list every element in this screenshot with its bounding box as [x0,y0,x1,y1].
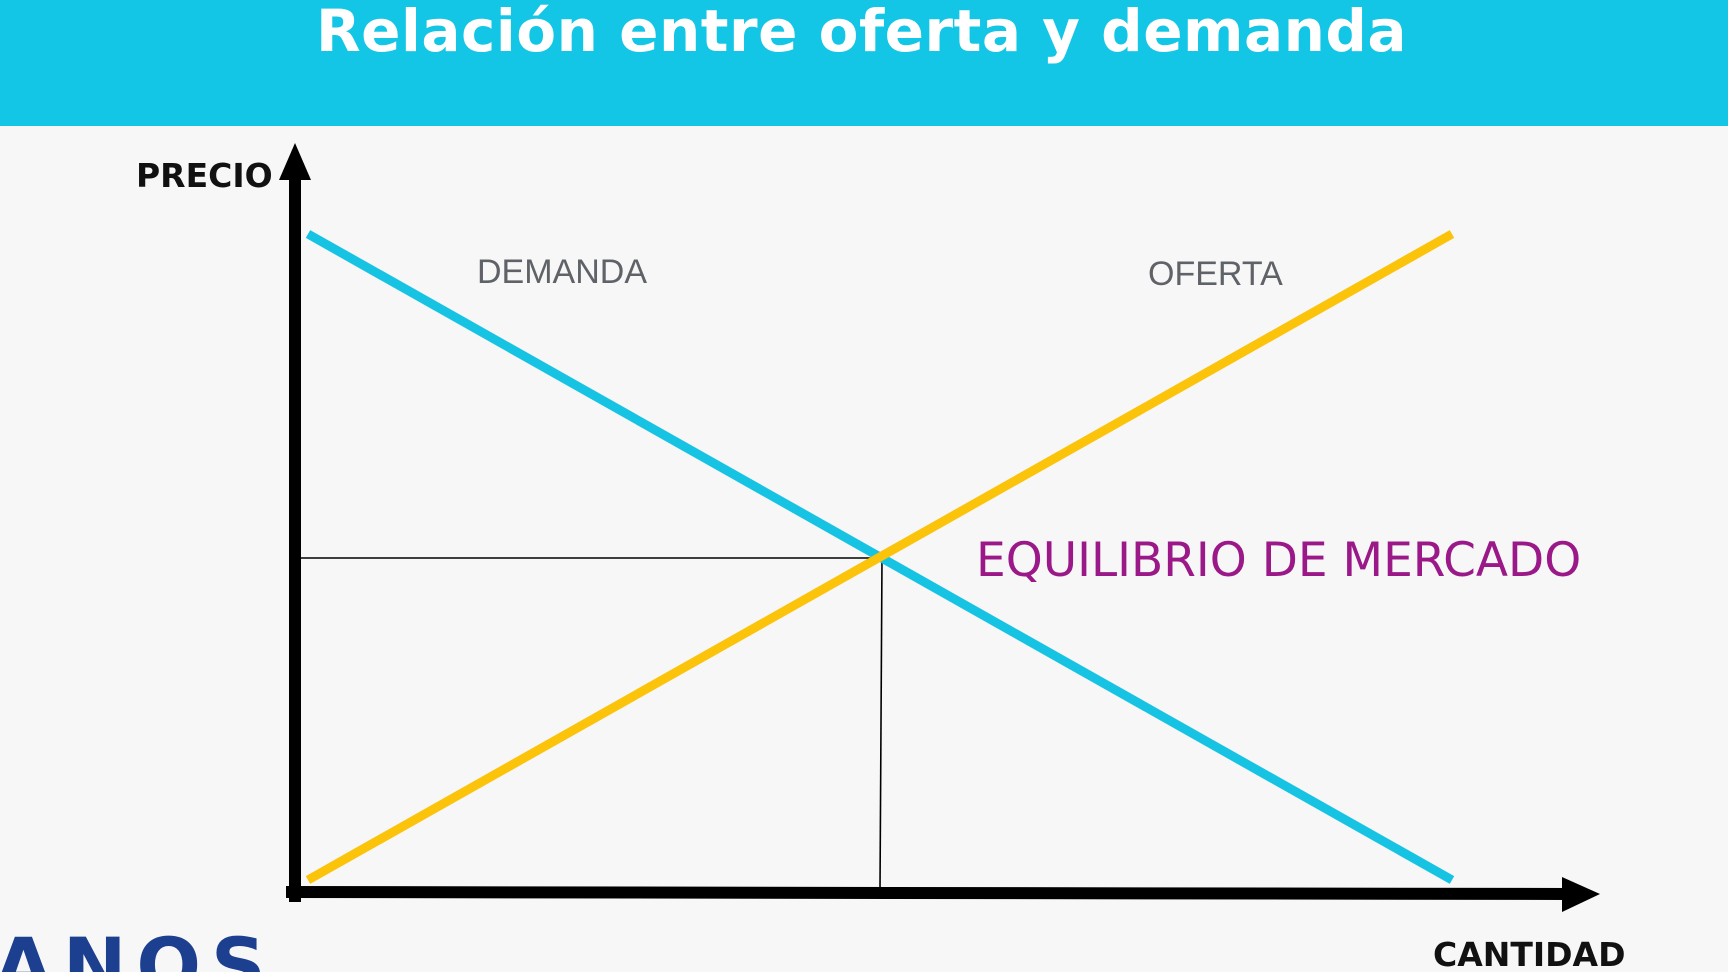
equilibrium-quantity-guide [879,557,883,890]
equilibrium-label: EQUILIBRIO DE MERCADO [976,533,1581,588]
supply-curve [305,230,1455,884]
x-axis-label: CANTIDAD [1433,935,1626,972]
x-axis-arrow-icon [1562,877,1600,912]
slide-title: Relación entre oferta y demanda [316,0,1408,65]
x-axis [285,886,1571,900]
demand-label: DEMANDA [477,253,647,291]
supply-label: OFERTA [1148,255,1283,293]
header-band [0,0,1728,126]
logo-fragment: ANOS [0,921,276,972]
y-axis-arrow-icon [279,143,311,180]
y-axis-label: PRECIO [136,156,273,195]
